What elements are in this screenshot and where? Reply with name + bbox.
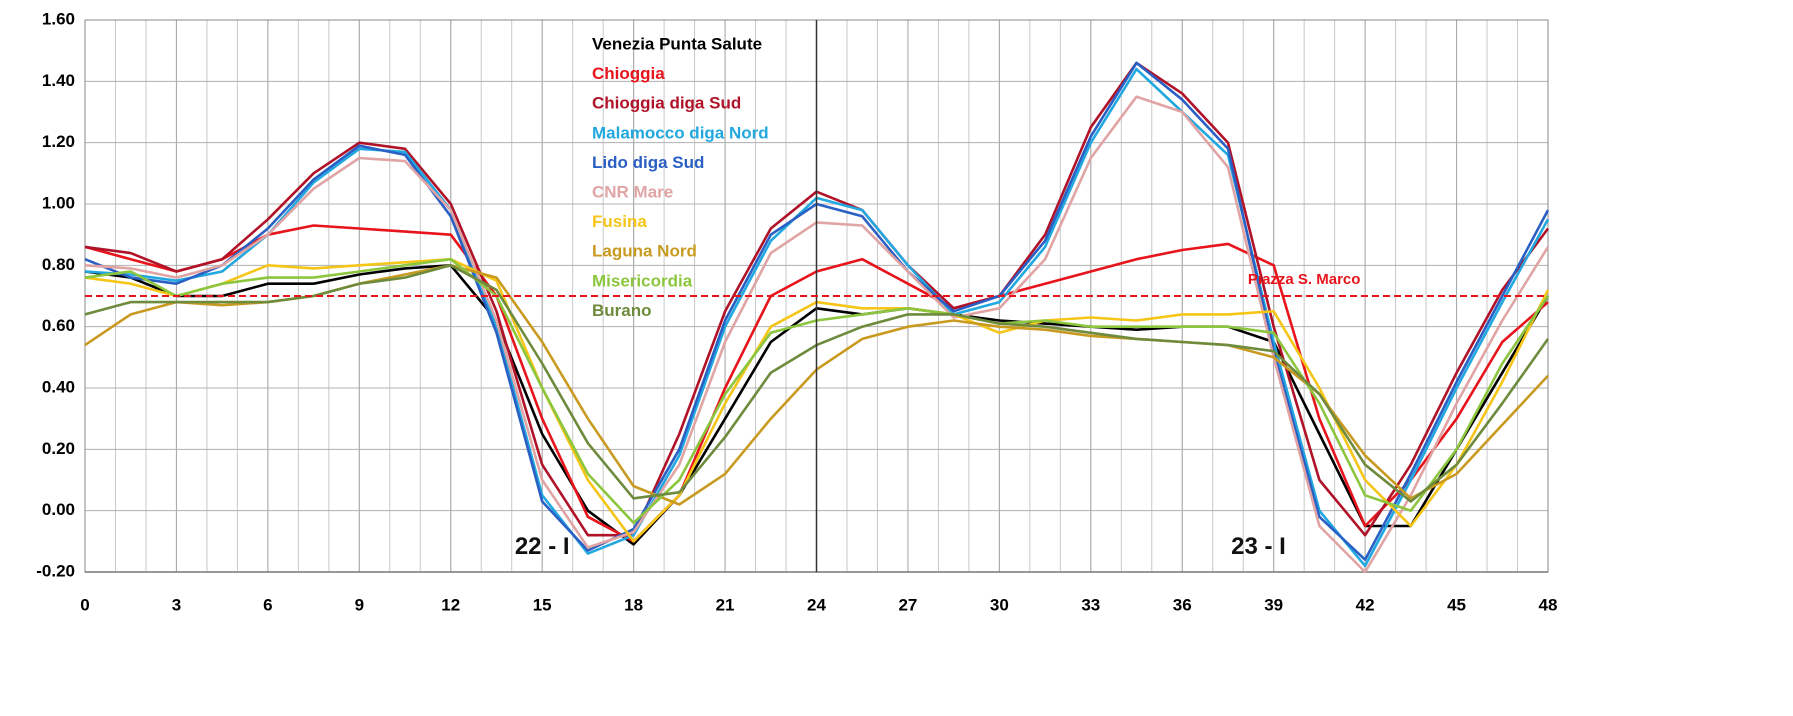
legend-entry: Chioggia — [592, 64, 665, 83]
y-tick-label: 0.00 — [42, 500, 75, 519]
x-tick-label: 21 — [716, 595, 735, 614]
x-tick-label: 3 — [172, 595, 181, 614]
annotation: 23 - I — [1231, 533, 1286, 560]
y-tick-label: 0.40 — [42, 377, 75, 396]
y-tick-label: 0.60 — [42, 316, 75, 335]
x-tick-label: 48 — [1539, 595, 1558, 614]
legend-entry: Malamocco diga Nord — [592, 123, 769, 142]
y-tick-label: 0.80 — [42, 255, 75, 274]
x-tick-label: 18 — [624, 595, 643, 614]
x-tick-label: 30 — [990, 595, 1009, 614]
x-tick-label: 33 — [1081, 595, 1100, 614]
legend-entry: Laguna Nord — [592, 242, 697, 261]
x-tick-label: 6 — [263, 595, 272, 614]
legend-entry: Lido diga Sud — [592, 153, 704, 172]
legend-entry: Chioggia diga Sud — [592, 94, 741, 113]
y-tick-label: 1.00 — [42, 193, 75, 212]
x-tick-label: 24 — [807, 595, 826, 614]
y-tick-label: 0.20 — [42, 439, 75, 458]
y-tick-label: 1.40 — [42, 71, 75, 90]
x-tick-label: 45 — [1447, 595, 1466, 614]
legend-entry: Fusina — [592, 212, 647, 231]
x-tick-label: 15 — [533, 595, 552, 614]
y-tick-label: -0.20 — [36, 561, 75, 580]
y-tick-label: 1.20 — [42, 132, 75, 151]
legend-entry: Burano — [592, 301, 652, 320]
y-tick-label: 1.60 — [42, 9, 75, 28]
x-tick-label: 12 — [441, 595, 460, 614]
x-tick-label: 39 — [1264, 595, 1283, 614]
x-tick-label: 36 — [1173, 595, 1192, 614]
reference-label: Piazza S. Marco — [1248, 271, 1361, 288]
x-tick-label: 27 — [898, 595, 917, 614]
legend-entry: CNR Mare — [592, 182, 673, 201]
legend-entry: Venezia Punta Salute — [592, 34, 762, 53]
x-tick-label: 9 — [355, 595, 364, 614]
annotation: 22 - I — [515, 533, 570, 560]
legend-entry: Misericordia — [592, 271, 693, 290]
x-tick-label: 42 — [1356, 595, 1375, 614]
x-tick-label: 0 — [80, 595, 89, 614]
